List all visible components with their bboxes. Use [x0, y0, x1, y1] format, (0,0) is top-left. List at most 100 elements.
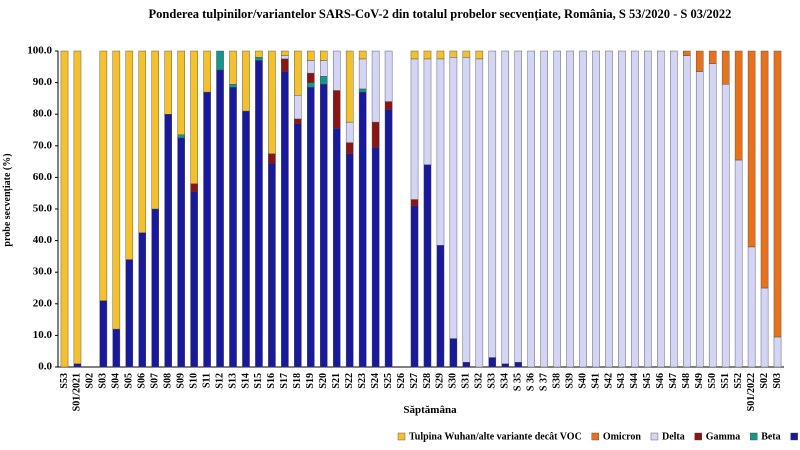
- bar-segment: [358, 58, 367, 90]
- bar-segment: [695, 71, 704, 368]
- bar-segment: [449, 57, 458, 339]
- bar-segment: [164, 50, 172, 115]
- x-tick-label: S27: [409, 373, 420, 389]
- x-tick-label: S38: [551, 373, 562, 389]
- y-tick-label: 80.0: [33, 108, 53, 120]
- bar-segment: [488, 357, 497, 368]
- bar-segment: [281, 58, 289, 72]
- bar-segment: [436, 245, 445, 368]
- x-tick-label: S07: [150, 373, 161, 389]
- bar-segment: [268, 153, 276, 164]
- bar-segment: [436, 50, 445, 60]
- bar-segment: [618, 50, 626, 368]
- bar-segment: [462, 57, 471, 363]
- bar-segment: [268, 50, 276, 154]
- bar-segment: [747, 246, 756, 368]
- bar-segment: [475, 50, 484, 60]
- bar-segment: [410, 58, 419, 200]
- bar-segment: [307, 50, 315, 61]
- x-tick-label: S10: [188, 373, 199, 389]
- bar-segment: [255, 60, 263, 368]
- bar-segment: [553, 50, 561, 368]
- bar-segment: [268, 162, 276, 368]
- bar-segment: [332, 50, 341, 91]
- bar-segment: [177, 134, 185, 139]
- bar-segment: [592, 50, 600, 368]
- bar-segment: [475, 58, 484, 368]
- bar-segment: [294, 118, 302, 124]
- bar-segment: [488, 50, 497, 358]
- bar-segment: [514, 50, 522, 363]
- x-tick-label: S29: [435, 373, 446, 389]
- legend-swatch: [750, 432, 758, 441]
- x-tick-label: S24: [370, 373, 381, 389]
- bar-segment: [73, 363, 82, 368]
- x-tick-label: S02: [759, 373, 770, 389]
- x-tick-label: S53: [59, 373, 70, 389]
- legend-label: Beta: [761, 431, 780, 442]
- bar-segment: [177, 137, 185, 368]
- bar-segment: [449, 338, 458, 368]
- bar-segment: [501, 363, 510, 368]
- bar-segment: [138, 50, 147, 233]
- x-tick-label: S46: [655, 373, 666, 389]
- x-tick-label: S34: [500, 373, 511, 389]
- x-tick-label: S19: [305, 373, 316, 389]
- y-tick-label: 70.0: [33, 139, 53, 151]
- bar-segment: [773, 336, 782, 368]
- bar-segment: [125, 50, 134, 260]
- bar-segment: [332, 128, 341, 368]
- legend-swatch: [790, 432, 798, 441]
- x-tick-label: S49: [694, 373, 705, 389]
- bar-segment: [281, 50, 289, 56]
- bar-segment: [384, 109, 393, 368]
- x-tick-label: S33: [487, 373, 498, 389]
- bar-segment: [294, 95, 302, 120]
- bar-segment: [462, 50, 471, 58]
- x-tick-label: S26: [396, 373, 407, 389]
- x-tick-label: S04: [111, 373, 122, 389]
- x-tick-label: S12: [214, 373, 225, 389]
- bar-segment: [203, 91, 211, 368]
- bar-segment: [410, 205, 419, 368]
- bar-segment: [307, 87, 315, 368]
- x-tick-label: S06: [137, 373, 148, 389]
- bar-segment: [60, 50, 69, 368]
- bar-segment: [294, 50, 302, 96]
- x-tick-label: S14: [240, 373, 251, 389]
- bar-segment: [345, 50, 354, 123]
- x-tick-label: S01/2021: [72, 373, 83, 411]
- bar-segment: [345, 142, 354, 154]
- bar-segment: [410, 50, 419, 60]
- x-tick-label: S 35: [513, 373, 524, 391]
- x-tick-label: S 37: [538, 373, 549, 391]
- bar-segment: [281, 55, 289, 60]
- x-tick-label: S21: [331, 373, 342, 389]
- bar-segment: [216, 69, 224, 368]
- x-tick-label: S15: [253, 373, 264, 389]
- bar-segment: [695, 50, 704, 72]
- chart-title: Ponderea tulpinilor/variantelor SARS-CoV…: [149, 7, 732, 22]
- bar-segment: [307, 72, 315, 83]
- bar-segment: [151, 50, 159, 210]
- x-tick-label: S40: [577, 373, 588, 389]
- bar-segment: [644, 50, 652, 368]
- legend-swatch: [650, 432, 659, 441]
- x-tick-label: S43: [616, 373, 627, 389]
- y-tick-label: 50.0: [33, 203, 53, 215]
- bar-segment: [255, 50, 263, 58]
- x-tick-label: S28: [422, 373, 433, 389]
- bar-segment: [138, 232, 147, 368]
- x-tick-label: S51: [720, 373, 731, 389]
- bar-segment: [721, 50, 730, 85]
- x-tick-label: S22: [344, 373, 355, 389]
- bar-segment: [345, 153, 354, 368]
- bar-segment: [99, 50, 108, 301]
- x-tick-label: S16: [266, 373, 277, 389]
- x-tick-label: S45: [642, 373, 653, 389]
- bar-segment: [294, 123, 302, 368]
- x-tick-label: S52: [733, 373, 744, 389]
- bar-segment: [358, 88, 367, 93]
- bar-segment: [708, 50, 717, 64]
